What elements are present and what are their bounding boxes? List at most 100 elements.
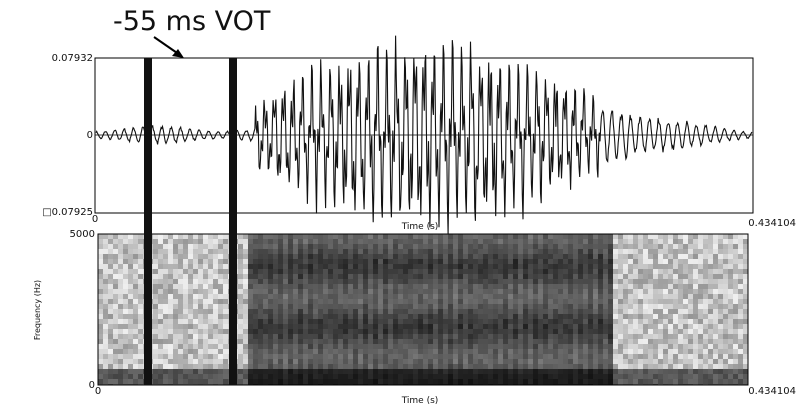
- spectrogram-cell: [428, 289, 433, 294]
- spectrogram-cell: [703, 299, 708, 304]
- spectrogram-cell: [743, 354, 748, 359]
- spectrogram-cell: [738, 324, 743, 329]
- spectrogram-cell: [553, 304, 558, 309]
- spectrogram-cell: [648, 339, 653, 344]
- spectrogram-cell: [418, 249, 423, 254]
- spectrogram-cell: [288, 249, 293, 254]
- spectrogram-cell: [313, 299, 318, 304]
- spectrogram-cell: [383, 249, 388, 254]
- spectrogram-cell: [663, 244, 668, 249]
- spectrogram-cell: [338, 319, 343, 324]
- spectrogram-cell: [313, 234, 318, 239]
- spectrogram-cell: [663, 269, 668, 274]
- spectrogram-cell: [278, 259, 283, 264]
- spectrogram-cell: [618, 279, 623, 284]
- spectrogram-cell: [278, 249, 283, 254]
- spectrogram-cell: [128, 329, 133, 334]
- spectrogram-cell: [543, 364, 548, 369]
- spectrogram-cell: [703, 234, 708, 239]
- spectrogram-cell: [238, 289, 243, 294]
- spectrogram-cell: [108, 319, 113, 324]
- spectrogram-cell: [313, 374, 318, 379]
- spectrogram-cell: [698, 244, 703, 249]
- x-tick-label: 0: [92, 214, 98, 225]
- spectrogram-cell: [113, 359, 118, 364]
- spectrogram-cell: [558, 379, 563, 384]
- spectrogram-cell: [418, 294, 423, 299]
- spectrogram-cell: [203, 349, 208, 354]
- spectrogram-cell: [448, 324, 453, 329]
- spectrogram-cell: [343, 334, 348, 339]
- spectrogram-cell: [678, 239, 683, 244]
- spectrogram-cell: [693, 259, 698, 264]
- spectrogram-cell: [388, 299, 393, 304]
- spectrogram-cell: [473, 359, 478, 364]
- spectrogram-cell: [608, 369, 613, 374]
- spectrogram-cell: [328, 254, 333, 259]
- spectrogram-cell: [408, 379, 413, 384]
- spectrogram-cell: [163, 304, 168, 309]
- spectrogram-cell: [503, 324, 508, 329]
- spectrogram-cell: [623, 264, 628, 269]
- spectrogram-cell: [413, 369, 418, 374]
- spectrogram-cell: [483, 354, 488, 359]
- spectrogram-cell: [508, 314, 513, 319]
- spectrogram-cell: [483, 369, 488, 374]
- spectrogram-cell: [408, 314, 413, 319]
- spectrogram-cell: [483, 334, 488, 339]
- spectrogram-cell: [248, 234, 253, 239]
- spectrogram-cell: [283, 309, 288, 314]
- spectrogram-cell: [478, 374, 483, 379]
- spectrogram-cell: [283, 374, 288, 379]
- spectrogram-cell: [718, 239, 723, 244]
- spectrogram-cell: [98, 294, 103, 299]
- spectrogram-cell: [588, 359, 593, 364]
- spectrogram-image: [98, 234, 748, 385]
- spectrogram-cell: [388, 304, 393, 309]
- spectrogram-cell: [628, 254, 633, 259]
- spectrogram-cell: [343, 244, 348, 249]
- spectrogram-cell: [118, 279, 123, 284]
- spectrogram-cell: [623, 249, 628, 254]
- spectrogram-cell: [453, 234, 458, 239]
- spectrogram-cell: [408, 319, 413, 324]
- spectrogram-cell: [688, 284, 693, 289]
- spectrogram-cell: [513, 324, 518, 329]
- spectrogram-cell: [558, 299, 563, 304]
- spectrogram-cell: [438, 329, 443, 334]
- spectrogram-cell: [628, 329, 633, 334]
- spectrogram-cell: [358, 364, 363, 369]
- spectrogram-cell: [163, 349, 168, 354]
- spectrogram-cell: [703, 279, 708, 284]
- spectrogram-cell: [658, 314, 663, 319]
- spectrogram-cell: [183, 239, 188, 244]
- spectrogram-cell: [123, 339, 128, 344]
- spectrogram-cell: [208, 369, 213, 374]
- spectrogram-cell: [98, 234, 103, 239]
- spectrogram-cell: [678, 244, 683, 249]
- spectrogram-cell: [178, 359, 183, 364]
- spectrogram-cell: [493, 259, 498, 264]
- spectrogram-cell: [713, 309, 718, 314]
- spectrogram-cell: [603, 249, 608, 254]
- spectrogram-cell: [258, 234, 263, 239]
- spectrogram-cell: [433, 254, 438, 259]
- spectrogram-cell: [298, 234, 303, 239]
- spectrogram-cell: [463, 279, 468, 284]
- spectrogram-cell: [733, 319, 738, 324]
- spectrogram-cell: [153, 354, 158, 359]
- spectrogram-cell: [688, 344, 693, 349]
- spectrogram-cell: [553, 369, 558, 374]
- spectrogram-cell: [178, 254, 183, 259]
- spectrogram-cell: [413, 364, 418, 369]
- spectrogram-cell: [338, 294, 343, 299]
- spectrogram-cell: [188, 259, 193, 264]
- spectrogram-cell: [173, 249, 178, 254]
- spectrogram-cell: [223, 299, 228, 304]
- spectrogram-cell: [343, 284, 348, 289]
- spectrogram-cell: [348, 329, 353, 334]
- spectrogram-cell: [443, 324, 448, 329]
- spectrogram-cell: [288, 364, 293, 369]
- spectrogram-cell: [493, 294, 498, 299]
- spectrogram-cell: [733, 244, 738, 249]
